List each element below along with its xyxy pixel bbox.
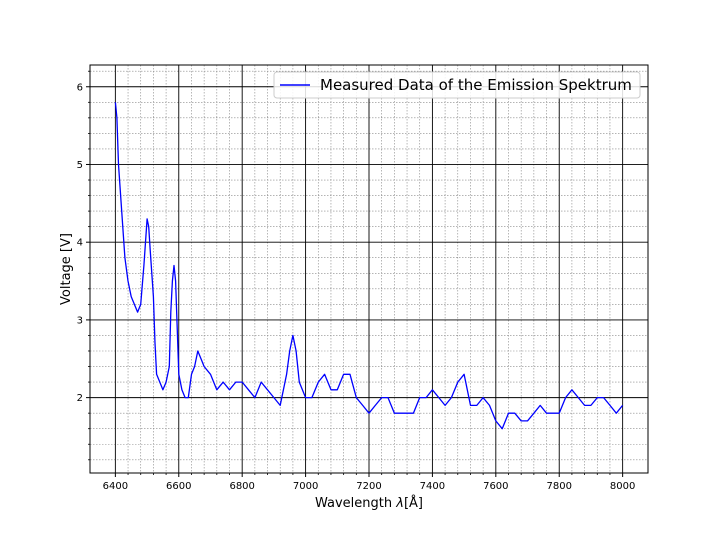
- x-tick-label: 7200: [356, 481, 381, 492]
- x-axis-label-symbol: λ: [395, 496, 404, 511]
- legend-label: Measured Data of the Emission Spektrum: [320, 76, 632, 94]
- y-tick-label: 2: [77, 393, 83, 404]
- legend-box: [273, 71, 641, 99]
- major-grid: [90, 65, 648, 473]
- x-tick-label: 7400: [420, 481, 445, 492]
- x-axis-label: Wavelength λ[Å]: [315, 495, 423, 511]
- y-axis-ticks: 2 3 4 5 6: [77, 70, 90, 461]
- x-axis-label-unit: [Å]: [404, 495, 423, 511]
- x-tick-label: 7000: [293, 481, 318, 492]
- y-tick-label: 5: [77, 160, 83, 171]
- y-tick-label: 3: [77, 315, 83, 326]
- x-tick-label: 6600: [166, 481, 191, 492]
- x-tick-label: 7800: [547, 481, 572, 492]
- y-tick-label: 6: [77, 82, 83, 93]
- x-tick-label: 7600: [483, 481, 508, 492]
- x-tick-label: 6400: [103, 481, 128, 492]
- x-axis-label-prefix: Wavelength: [315, 496, 396, 511]
- legend: Measured Data of the Emission Spektrum: [273, 71, 641, 99]
- x-tick-label: 8000: [610, 481, 635, 492]
- series-line: [114, 102, 624, 430]
- y-axis-label: Voltage [V]: [59, 233, 74, 305]
- x-tick-label: 6800: [229, 481, 254, 492]
- x-axis-ticks: 6400 6600 6800 7000 7200 7400 7600 7800 8000: [103, 473, 635, 492]
- y-tick-label: 4: [77, 238, 83, 249]
- series-layer: [114, 102, 624, 430]
